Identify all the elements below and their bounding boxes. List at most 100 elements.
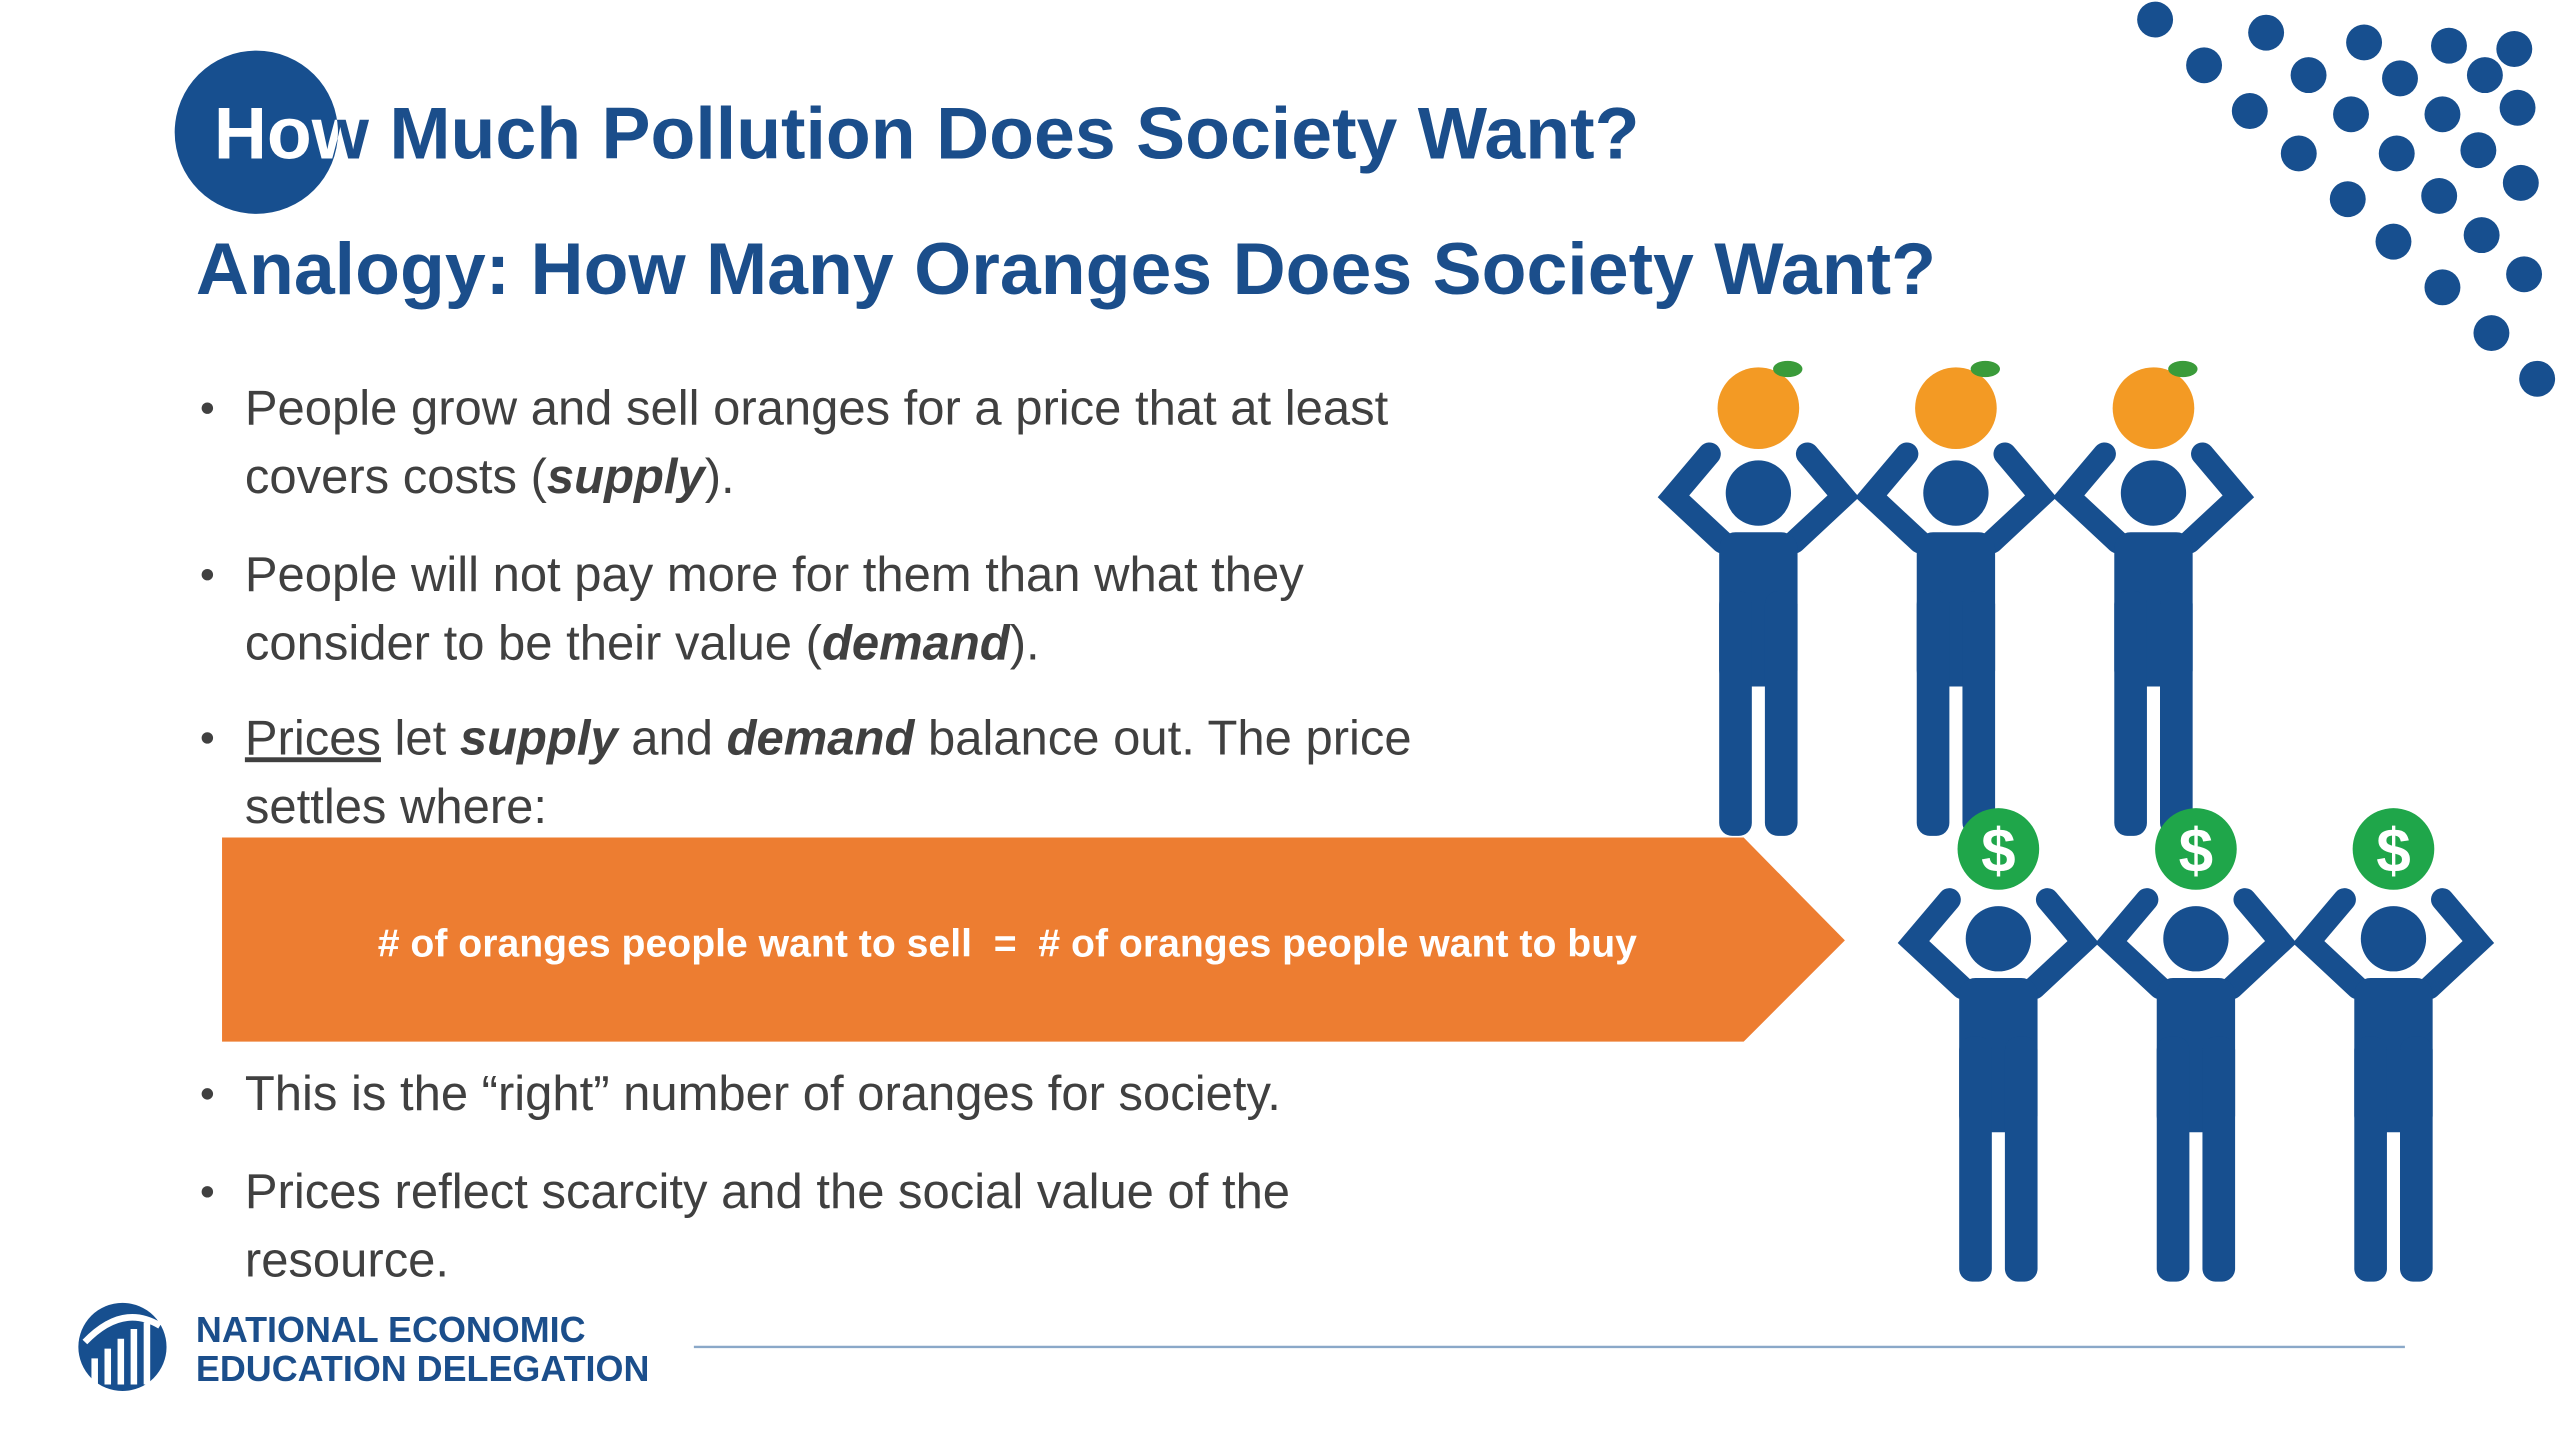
- dot: [2378, 135, 2415, 172]
- dot: [2280, 135, 2317, 172]
- dollar-badge: [2155, 808, 2237, 890]
- callout-arrow: [222, 837, 1845, 1042]
- person: $: [2292, 808, 2495, 1282]
- dot: [2231, 93, 2268, 129]
- dot: [2382, 60, 2418, 97]
- text-run: covers costs (: [245, 450, 548, 504]
- person-leg: [2160, 591, 2193, 836]
- bullet-list: People grow and sell oranges for a price…: [201, 381, 1412, 1288]
- callout-text: # of oranges people want to sell = # of …: [378, 923, 1637, 966]
- dot: [2466, 57, 2503, 94]
- person: [1657, 360, 1860, 836]
- dot: [2290, 57, 2327, 94]
- person-arms: [1897, 888, 2100, 1000]
- bullet-line: People grow and sell oranges for a price…: [245, 381, 1389, 435]
- person-arms: [2095, 888, 2297, 1000]
- orange-leaf: [1970, 360, 2000, 378]
- orange-leaf: [1773, 360, 1803, 378]
- text-run: This is the “right” number of oranges fo…: [245, 1067, 1281, 1121]
- logo-bars: [82, 1314, 162, 1385]
- bullet-line: resource.: [245, 1234, 449, 1288]
- bullet-line: Prices let supply and demand balance out…: [245, 711, 1412, 765]
- dot: [2375, 223, 2412, 260]
- dot: [2329, 181, 2366, 218]
- person-leg: [1959, 1036, 1992, 1282]
- bullet-line: consider to be their value (demand).: [245, 617, 1040, 671]
- text-run: Prices reflect scarcity and the social v…: [245, 1165, 1290, 1219]
- person-leg: [2004, 1036, 2038, 1282]
- person-head: [1923, 460, 1989, 526]
- orange: [2112, 367, 2195, 449]
- person-head: [1965, 906, 2032, 972]
- text-run: let: [381, 711, 460, 765]
- person-leg: [1764, 591, 1798, 836]
- person: [1855, 360, 2057, 836]
- person-leg: [1719, 591, 1752, 836]
- dot-pattern: [2137, 1, 2556, 397]
- dot: [2248, 14, 2285, 51]
- title-highlight: How Much Pollution Does Society Want?: [214, 91, 1640, 174]
- text-run: supply: [547, 450, 708, 504]
- dollar-sign: $: [1981, 817, 2015, 886]
- dot: [2463, 217, 2500, 254]
- dot: [2346, 24, 2383, 61]
- text-run: demand: [727, 711, 916, 765]
- person-leg: [2400, 1036, 2433, 1282]
- person-leg: [1962, 591, 1996, 836]
- dot: [2519, 360, 2556, 397]
- dollar-sign: $: [2376, 817, 2411, 886]
- dot: [2421, 177, 2458, 214]
- person-head: [2120, 460, 2187, 526]
- bullet-dot: [201, 402, 214, 414]
- dot: [2431, 27, 2467, 64]
- dot: [2473, 315, 2510, 352]
- bullet-dot: [201, 732, 214, 744]
- person-head: [1725, 460, 1792, 526]
- person-head: [2360, 906, 2427, 972]
- title: How Much Pollution Does Society Want?: [214, 91, 1640, 174]
- bullet-dot: [201, 568, 214, 581]
- dot: [2424, 269, 2461, 306]
- orange-leaf: [2168, 360, 2198, 378]
- bullet-line: settles where:: [245, 780, 547, 834]
- dot: [2333, 96, 2369, 133]
- text-run: People grow and sell oranges for a price…: [245, 381, 1389, 435]
- bullet-line: People will not pay more for them than w…: [245, 548, 1304, 602]
- dollar-sign: $: [2179, 817, 2214, 886]
- bullet-line: This is the “right” number of oranges fo…: [245, 1067, 1281, 1121]
- person-leg: [1916, 591, 1950, 836]
- dot: [2499, 89, 2536, 126]
- person-arms: [1657, 442, 1860, 554]
- bullet-line: Prices reflect scarcity and the social v…: [245, 1165, 1290, 1219]
- text-run: supply: [460, 711, 621, 765]
- person: $: [1897, 808, 2100, 1282]
- person-leg: [2354, 1036, 2387, 1282]
- subtitle: Analogy: How Many Oranges Does Society W…: [196, 227, 1936, 310]
- orange: [1717, 367, 1800, 449]
- person-arms: [1855, 442, 2057, 554]
- person-arms: [2292, 888, 2495, 1000]
- person: [2052, 360, 2255, 836]
- dot: [2506, 256, 2543, 293]
- person-leg: [2114, 591, 2147, 836]
- bullet-dot: [201, 1186, 214, 1198]
- dot: [2460, 132, 2497, 169]
- dot: [2137, 1, 2174, 38]
- orange: [1915, 367, 1997, 449]
- logo: NATIONAL ECONOMIC EDUCATION DELEGATION: [78, 1302, 649, 1392]
- text-run: settles where:: [245, 780, 547, 834]
- dot: [2186, 47, 2223, 84]
- title-circle: [174, 50, 338, 214]
- dot: [2502, 164, 2539, 201]
- person-leg: [2156, 1036, 2190, 1282]
- text-run: People will not pay more for them than w…: [245, 548, 1304, 602]
- people-illustration: $ $ $: [1657, 360, 2495, 1282]
- person: $: [2095, 808, 2297, 1282]
- bullet-dot: [201, 1088, 214, 1100]
- logo-line2: EDUCATION DELEGATION: [196, 1348, 649, 1389]
- text-run: resource.: [245, 1234, 449, 1288]
- dot: [2496, 31, 2533, 67]
- person-arms: [2052, 442, 2255, 554]
